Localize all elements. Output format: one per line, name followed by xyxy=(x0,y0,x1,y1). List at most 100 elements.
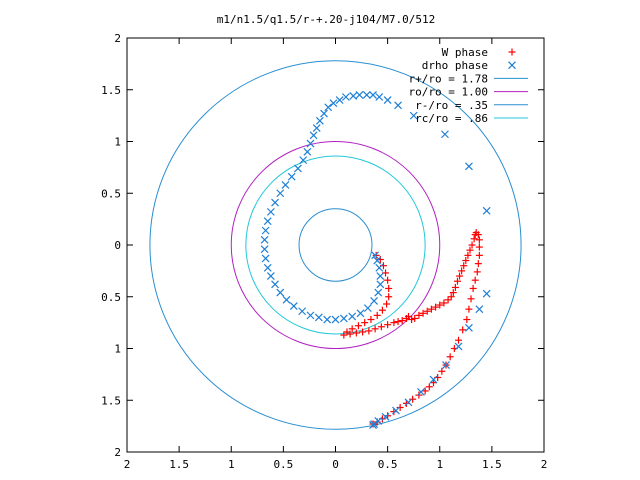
y-tick-label: 2 xyxy=(114,446,121,459)
data-point xyxy=(375,93,384,101)
data-point xyxy=(456,272,464,280)
legend-label: r+/ro = 1.78 xyxy=(409,72,488,85)
y-tick-label: 1 xyxy=(114,343,121,356)
data-point xyxy=(349,92,358,100)
data-point xyxy=(404,398,413,407)
data-point xyxy=(356,309,365,318)
data-point xyxy=(475,305,484,314)
legend-label: drho phase xyxy=(422,59,488,72)
data-point xyxy=(465,305,473,313)
data-point xyxy=(374,288,383,297)
y-tick-label: 1.5 xyxy=(101,394,121,407)
x-tick-label: 0.5 xyxy=(273,458,293,471)
y-tick-label: 1.5 xyxy=(101,84,121,97)
data-point xyxy=(482,289,491,298)
data-point xyxy=(312,124,321,132)
data-point xyxy=(425,383,433,391)
data-point xyxy=(409,111,418,120)
x-tick-label: 0.5 xyxy=(378,458,398,471)
chart-title: m1/n1.5/q1.5/r-+.20-j104/M7.0/512 xyxy=(217,13,436,26)
data-point xyxy=(376,280,385,289)
data-point xyxy=(390,319,398,327)
data-point xyxy=(374,417,383,425)
data-point xyxy=(331,315,340,324)
data-point xyxy=(409,395,417,403)
data-point xyxy=(306,311,315,320)
data-point xyxy=(329,99,338,108)
data-point xyxy=(370,296,378,305)
data-point xyxy=(441,130,449,139)
data-point xyxy=(281,181,290,189)
data-point xyxy=(385,293,393,301)
data-point xyxy=(362,91,371,99)
data-point xyxy=(482,206,491,215)
data-point xyxy=(339,314,348,323)
data-point xyxy=(394,101,402,110)
data-point xyxy=(306,139,315,148)
data-point xyxy=(383,300,391,308)
data-point xyxy=(419,309,427,317)
data-point xyxy=(423,307,431,315)
x-tick-label: 1 xyxy=(228,458,235,471)
reference-circles xyxy=(149,60,522,430)
data-point xyxy=(396,403,404,411)
data-point xyxy=(473,268,481,276)
data-point xyxy=(415,391,423,399)
data-point xyxy=(444,296,452,304)
data-point xyxy=(462,257,470,265)
data-point xyxy=(261,226,270,235)
data-point xyxy=(415,311,423,319)
data-point xyxy=(468,241,476,249)
data-point xyxy=(440,299,448,307)
data-point xyxy=(324,103,333,112)
y-tick-label: 1 xyxy=(114,136,121,149)
data-point xyxy=(371,251,380,260)
data-point xyxy=(323,315,332,324)
legend-marker xyxy=(508,61,516,70)
data-point xyxy=(446,353,454,361)
y-tick-label: 0.5 xyxy=(101,291,121,304)
x-tick-label: 1 xyxy=(436,458,443,471)
y-tick-label: 2 xyxy=(114,32,121,45)
data-point xyxy=(299,156,308,165)
axis-ticks: 2 1.5 1 0.5 0 0.5 1 1.5 221.510.500.511.52 xyxy=(101,32,547,471)
data-point xyxy=(352,329,360,337)
data-point xyxy=(454,342,463,351)
reference-circle xyxy=(149,60,522,430)
data-point xyxy=(369,91,377,99)
legend-label: rc/ro = .86 xyxy=(415,112,488,125)
data-point xyxy=(469,284,477,292)
data-point xyxy=(271,198,279,207)
x-tick-label: 2 xyxy=(541,458,548,471)
data-point xyxy=(373,311,381,319)
data-point xyxy=(465,162,473,171)
data-point xyxy=(376,272,385,280)
data-point xyxy=(373,256,382,265)
data-point xyxy=(458,267,466,275)
data-point xyxy=(348,312,357,321)
data-point xyxy=(367,316,375,324)
data-point xyxy=(371,325,379,333)
data-point xyxy=(320,109,328,118)
data-point xyxy=(466,246,474,254)
data-point xyxy=(385,284,393,292)
data-point xyxy=(463,316,471,324)
data-point xyxy=(475,251,483,259)
data-point xyxy=(384,321,392,329)
data-point xyxy=(294,164,302,173)
data-point xyxy=(383,96,392,105)
y-tick-label: 0.5 xyxy=(101,187,121,200)
data-point xyxy=(470,235,478,243)
data-point xyxy=(381,412,390,421)
data-point xyxy=(471,276,479,284)
data-point xyxy=(432,303,440,311)
data-point xyxy=(455,336,463,344)
data-point xyxy=(314,313,323,322)
x-tick-label: 0 xyxy=(332,458,339,471)
data-point xyxy=(335,96,344,105)
data-point xyxy=(298,307,307,316)
series-cross-points xyxy=(260,91,491,430)
data-point xyxy=(369,421,377,430)
data-point xyxy=(263,263,272,272)
